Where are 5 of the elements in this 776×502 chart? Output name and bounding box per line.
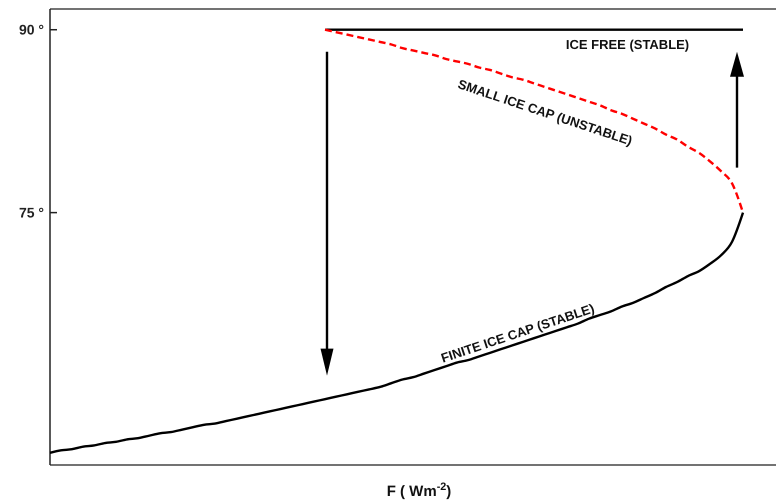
y-tick-label: 75 °: [18, 204, 44, 221]
line-series: [48, 211, 744, 454]
series-label: ICE FREE (STABLE): [566, 37, 690, 52]
x-axis-title: F ( Wm$^{-2}$): [386, 481, 452, 500]
y-tick-label: 90 °: [18, 22, 44, 38]
